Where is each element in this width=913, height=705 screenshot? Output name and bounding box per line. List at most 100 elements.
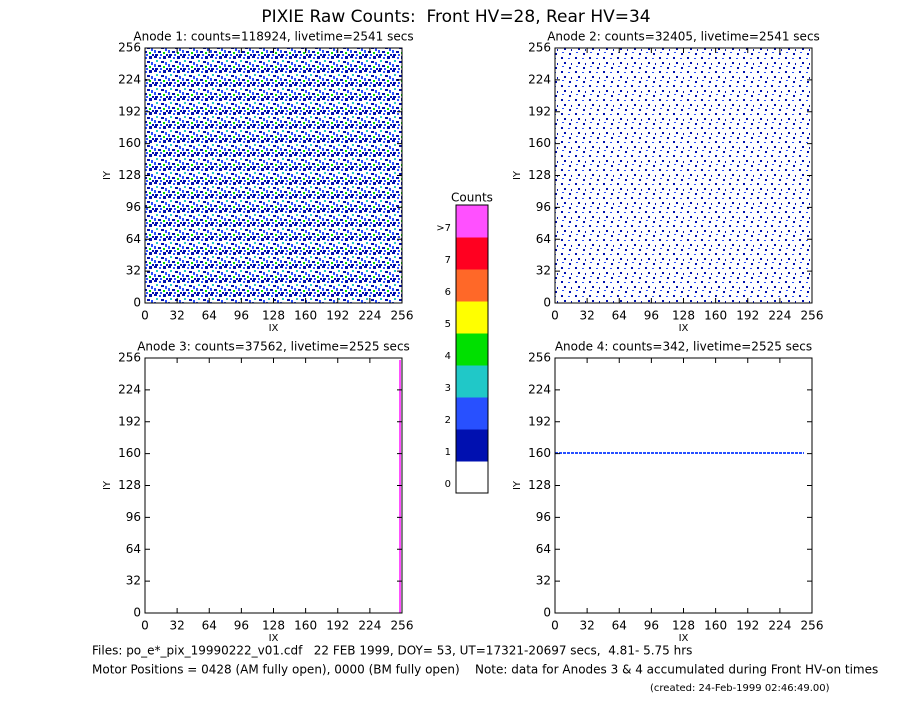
panel-title: Anode 1: counts=118924, livetime=2541 se… (133, 30, 413, 44)
x-tick-label: 0 (551, 309, 559, 323)
colorbar-swatch (455, 364, 489, 398)
x-tick-label: 224 (358, 619, 381, 633)
x-axis-label: IX (269, 633, 279, 644)
y-tick-label: 32 (126, 574, 141, 588)
footer-files: Files: po_e*_pix_19990222_v01.cdf 22 FEB… (92, 644, 692, 658)
x-tick-label: 128 (262, 309, 285, 323)
x-tick-label: 224 (768, 309, 791, 323)
x-tick-label: 96 (644, 309, 659, 323)
colorbar-label: 6 (445, 287, 451, 298)
x-tick-label: 32 (169, 619, 184, 633)
x-tick-label: 128 (262, 619, 285, 633)
x-tick-label: 64 (202, 619, 217, 633)
y-tick-label: 0 (133, 606, 141, 620)
y-tick-label: 256 (118, 351, 141, 365)
y-tick-label: 0 (133, 296, 141, 310)
x-tick-label: 160 (294, 309, 317, 323)
x-tick-label: 32 (579, 309, 594, 323)
colorbar-swatch (455, 300, 489, 334)
panel-title: Anode 4: counts=342, livetime=2525 secs (555, 340, 812, 354)
y-tick-label: 192 (118, 104, 141, 118)
y-tick-label: 160 (528, 446, 551, 460)
y-tick-label: 96 (126, 510, 141, 524)
y-tick-label: 32 (536, 574, 551, 588)
x-tick-label: 0 (141, 309, 149, 323)
x-tick-label: 64 (612, 309, 627, 323)
y-tick-label: 224 (118, 382, 141, 396)
y-tick-label: 192 (528, 414, 551, 428)
y-tick-label: 96 (536, 200, 551, 214)
x-tick-label: 96 (644, 619, 659, 633)
y-tick-label: 32 (536, 264, 551, 278)
figure-title: PIXIE Raw Counts: Front HV=28, Rear HV=3… (261, 7, 650, 27)
y-tick-label: 0 (543, 606, 551, 620)
image (145, 48, 402, 303)
y-tick-label: 224 (528, 382, 551, 396)
colorbar: Counts 0 1 2 3 4 5 6 7 >7 (436, 191, 493, 494)
x-tick-label: 160 (704, 619, 727, 633)
colorbar-label: 4 (445, 351, 451, 362)
x-tick-label: 256 (391, 619, 414, 633)
panel-title: Anode 2: counts=32405, livetime=2541 sec… (547, 30, 820, 44)
plot-frame (144, 357, 403, 614)
footer-created: (created: 24-Feb-1999 02:46:49.00) (650, 683, 830, 694)
x-axis-label: IX (679, 323, 689, 334)
x-tick-label: 192 (326, 309, 349, 323)
colorbar-label: 3 (445, 383, 451, 394)
x-tick-label: 96 (234, 309, 249, 323)
y-tick-label: 64 (536, 542, 551, 556)
x-tick-label: 96 (234, 619, 249, 633)
x-tick-label: 160 (294, 619, 317, 633)
x-tick-label: 64 (202, 309, 217, 323)
colorbar-swatch (455, 236, 489, 270)
y-tick-label: 128 (528, 168, 551, 182)
panel-title: Anode 3: counts=37562, livetime=2525 sec… (137, 340, 410, 354)
image (555, 48, 812, 303)
y-tick-label: 0 (543, 296, 551, 310)
x-tick-label: 64 (612, 619, 627, 633)
y-tick-label: 224 (118, 72, 141, 86)
y-tick-label: 160 (528, 136, 551, 150)
x-tick-label: 128 (672, 309, 695, 323)
y-tick-label: 192 (528, 104, 551, 118)
x-tick-label: 192 (736, 309, 759, 323)
y-tick-label: 64 (126, 232, 141, 246)
colorbar-label: 2 (445, 415, 451, 426)
colorbar-swatch (455, 396, 489, 430)
colorbar-swatch (455, 268, 489, 302)
y-tick-label: 128 (528, 478, 551, 492)
x-tick-label: 32 (169, 309, 184, 323)
y-axis-label: IY (102, 170, 113, 180)
x-tick-label: 128 (672, 619, 695, 633)
y-tick-label: 96 (536, 510, 551, 524)
colorbar-title: Counts (451, 191, 493, 205)
footer-motor: Motor Positions = 0428 (AM fully open), … (92, 663, 878, 677)
y-tick-label: 224 (528, 72, 551, 86)
x-tick-label: 0 (551, 619, 559, 633)
colorbar-label: 1 (445, 447, 451, 458)
x-axis-label: IX (679, 633, 689, 644)
colorbar-label: 7 (445, 255, 451, 266)
x-tick-label: 224 (768, 619, 791, 633)
x-axis-label: IX (269, 323, 279, 334)
y-tick-label: 256 (528, 41, 551, 55)
colorbar-swatch (455, 204, 489, 238)
y-tick-label: 256 (528, 351, 551, 365)
x-tick-label: 32 (579, 619, 594, 633)
x-tick-label: 0 (141, 619, 149, 633)
colorbar-frame (455, 204, 489, 494)
x-tick-label: 256 (801, 619, 824, 633)
y-tick-label: 160 (118, 446, 141, 460)
y-axis-label: IY (102, 480, 113, 490)
y-tick-label: 32 (126, 264, 141, 278)
x-tick-label: 256 (801, 309, 824, 323)
y-tick-label: 160 (118, 136, 141, 150)
colorbar-label: 5 (445, 319, 451, 330)
colorbar-swatch (455, 332, 489, 366)
y-tick-label: 96 (126, 200, 141, 214)
colorbar-swatch (456, 461, 488, 493)
colorbar-label: 0 (445, 479, 451, 490)
y-tick-label: 128 (118, 478, 141, 492)
y-tick-label: 192 (118, 414, 141, 428)
